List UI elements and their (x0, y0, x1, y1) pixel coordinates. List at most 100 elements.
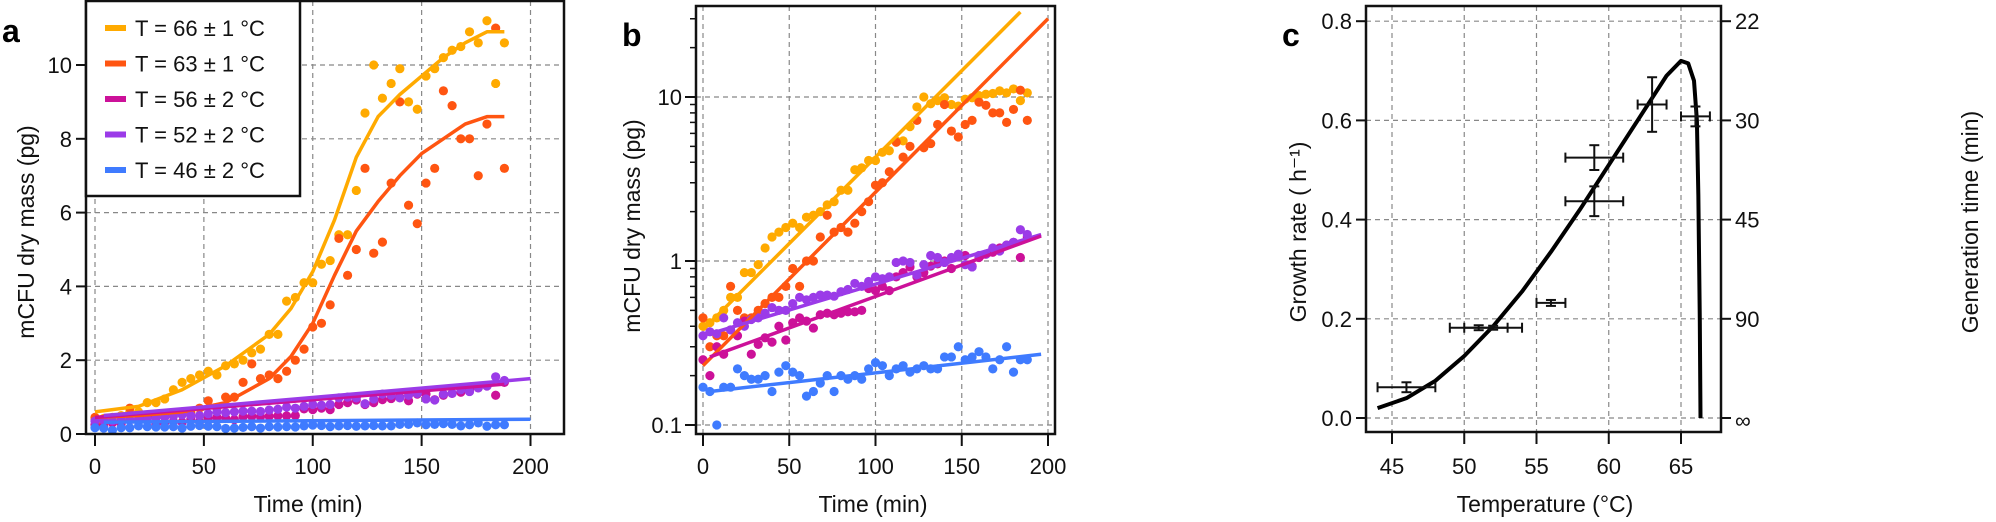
data-point-T52 (719, 313, 729, 323)
data-point-T66 (1022, 88, 1032, 98)
data-point-T52 (898, 256, 908, 266)
data-point-T46 (857, 374, 867, 384)
data-point-T46 (870, 358, 881, 368)
data-point-T63 (203, 396, 213, 406)
x-tick-label: 100 (294, 454, 331, 479)
data-point-T56 (843, 307, 853, 317)
data-point-T46 (698, 382, 708, 392)
data-point-T56 (273, 411, 283, 421)
fit-curve-T46 (103, 417, 531, 424)
y-tick-label-right: 45 (1735, 208, 1759, 233)
data-point-T46 (107, 425, 118, 435)
data-point-T66 (464, 27, 475, 37)
data-point-T46 (116, 423, 126, 433)
data-point-T52 (360, 399, 370, 409)
data-point-T66 (774, 227, 784, 237)
data-point-T66 (499, 38, 509, 48)
data-point-T52 (438, 389, 448, 399)
data-point-T63 (898, 152, 908, 162)
data-point-T46 (282, 422, 292, 432)
x-tick-label: 0 (697, 454, 709, 479)
data-point-T46 (299, 421, 309, 431)
data-point-T66 (939, 93, 950, 103)
data-point-T66 (753, 260, 763, 270)
data-point-T52 (698, 331, 708, 341)
data-point-T46 (739, 371, 750, 381)
data-point-T52 (308, 399, 318, 410)
x-axis-label: Time (min) (253, 491, 362, 517)
data-point-T52 (203, 409, 213, 419)
data-point-T63 (698, 313, 708, 323)
data-point-T63 (412, 219, 422, 229)
data-point-T63 (1022, 115, 1032, 125)
data-point-T63 (482, 119, 492, 129)
data-point-T63 (334, 233, 344, 244)
data-point-T56 (808, 323, 819, 333)
data-point-T63 (499, 163, 509, 173)
data-point-T52 (808, 292, 819, 302)
data-point-T66 (898, 136, 908, 146)
data-point-T56 (705, 371, 715, 381)
data-point-T63 (421, 178, 431, 188)
data-point-T66 (1008, 84, 1019, 94)
data-point-T66 (238, 355, 248, 365)
data-point-T52 (870, 272, 881, 282)
data-point-T56 (857, 305, 867, 315)
data-point-T46 (801, 391, 812, 401)
data-point-T63 (299, 344, 309, 354)
data-point-T46 (1002, 342, 1012, 352)
data-point-T52 (953, 249, 963, 259)
data-point-T66 (186, 374, 196, 384)
data-point-T63 (430, 163, 440, 173)
data-point-T46 (238, 422, 248, 432)
fit-line-T66 (701, 10, 1022, 332)
data-point-T46 (732, 364, 743, 374)
data-point-T63 (316, 318, 327, 328)
data-point-T52 (247, 406, 257, 416)
data-point-T52 (926, 250, 936, 261)
y-tick-label: 1 (670, 249, 682, 274)
data-point-T63 (247, 359, 257, 369)
legend-label: T = 52 ± 2 °C (135, 123, 265, 148)
data-point-T46 (746, 374, 756, 384)
data-point-T46 (290, 422, 300, 432)
fit-line-T56 (709, 234, 1042, 359)
data-point-T66 (946, 99, 957, 110)
data-point-T66 (325, 255, 335, 266)
error-bar-point (1376, 381, 1437, 394)
data-point-T46 (974, 347, 984, 357)
data-point-T66 (369, 60, 379, 70)
y-tick-label: 8 (60, 127, 72, 152)
data-point-T46 (99, 423, 109, 433)
data-point-T46 (360, 421, 370, 431)
data-point-T46 (255, 423, 266, 433)
legend-label: T = 63 ± 1 °C (135, 52, 265, 77)
y-tick-label: 10 (48, 53, 72, 78)
y-tick-label: 0 (60, 422, 72, 447)
data-point-T46 (221, 423, 231, 434)
data-point-T66 (974, 90, 984, 101)
data-point-T46 (342, 420, 353, 431)
data-point-T46 (203, 421, 213, 431)
data-point-T46 (864, 364, 874, 374)
y-tick-label: 2 (60, 348, 72, 373)
data-point-T66 (255, 344, 266, 354)
fit-line-T46 (709, 352, 1042, 394)
y-tick-label-left: 0.0 (1321, 406, 1352, 431)
data-point-T63 (473, 171, 483, 181)
data-point-T56 (850, 307, 860, 317)
data-point-T46 (829, 386, 839, 397)
fit-curve-T66 (94, 30, 505, 414)
data-point-T52 (788, 298, 798, 309)
data-point-T46 (456, 421, 466, 431)
data-point-T66 (377, 93, 388, 103)
data-point-T66 (1002, 88, 1012, 98)
y-tick-label-right: 90 (1735, 307, 1759, 332)
x-tick-label: 0 (89, 454, 101, 479)
data-point-T66 (912, 102, 922, 112)
data-point-T52 (447, 388, 457, 399)
data-point-T63 (967, 115, 977, 125)
data-point-T56 (334, 399, 344, 410)
data-point-T63 (290, 355, 300, 365)
